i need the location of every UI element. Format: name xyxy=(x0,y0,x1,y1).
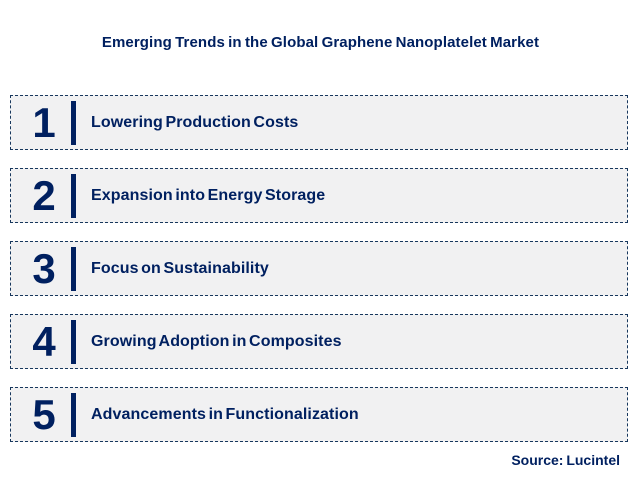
trend-list: 1 Lowering Production Costs 2 Expansion … xyxy=(10,95,628,442)
trend-divider-bar xyxy=(71,100,76,145)
source-credit: Source: Lucintel xyxy=(511,452,620,468)
trend-row-4: 4 Growing Adoption in Composites xyxy=(10,314,628,369)
trend-divider-bar xyxy=(71,319,76,364)
trend-divider-bar xyxy=(71,173,76,218)
trend-number: 3 xyxy=(32,244,56,292)
trend-divider-bar xyxy=(71,246,76,291)
trend-number: 5 xyxy=(32,390,56,438)
trend-label: Lowering Production Costs xyxy=(91,113,299,131)
page-title: Emerging Trends in the Global Graphene N… xyxy=(101,34,540,51)
trend-row-2: 2 Expansion into Energy Storage xyxy=(10,168,628,223)
trend-row-5: 5 Advancements in Functionalization xyxy=(10,387,628,442)
trend-label: Growing Adoption in Composites xyxy=(91,332,342,350)
trend-number: 1 xyxy=(32,98,56,146)
trend-label: Advancements in Functionalization xyxy=(91,405,359,423)
trend-number: 2 xyxy=(32,171,56,219)
trend-number: 4 xyxy=(32,317,56,365)
trend-divider-bar xyxy=(71,392,76,437)
trend-row-3: 3 Focus on Sustainability xyxy=(10,241,628,296)
trend-label: Expansion into Energy Storage xyxy=(91,186,326,204)
trend-row-1: 1 Lowering Production Costs xyxy=(10,95,628,150)
trend-label: Focus on Sustainability xyxy=(91,259,269,277)
